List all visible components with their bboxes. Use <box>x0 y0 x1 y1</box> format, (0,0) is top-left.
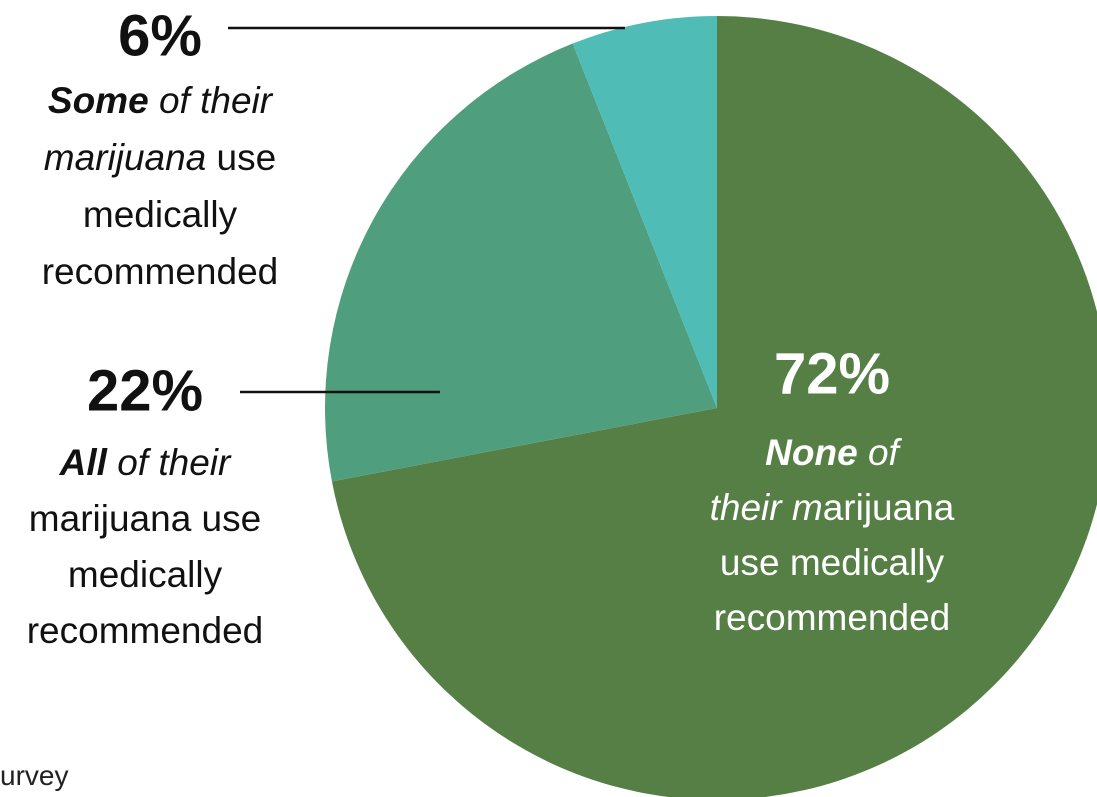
description-run: use medically <box>720 542 945 583</box>
slice-description: marijuana use <box>44 137 276 178</box>
slice-description: All of their <box>59 442 232 483</box>
description-run: recommended <box>42 251 279 292</box>
description-run: use <box>206 137 276 178</box>
description-run: recommended <box>27 610 264 651</box>
slice-description: medically <box>68 554 223 595</box>
description-run: of their <box>149 80 274 121</box>
slice-description: recommended <box>42 251 279 292</box>
description-run: medically <box>68 554 223 595</box>
pie-slice <box>331 16 1097 797</box>
slice-description: marijuana use <box>29 498 261 539</box>
value-label: 6% <box>118 3 202 68</box>
description-run: medically <box>83 194 238 235</box>
description-run: arijuana <box>823 487 955 528</box>
source-note: urvey <box>0 760 68 791</box>
slice-description: recommended <box>714 597 951 638</box>
description-run: recommended <box>714 597 951 638</box>
pie <box>325 15 1097 797</box>
slice-description: recommended <box>27 610 264 651</box>
slice-description: their marijuana <box>710 487 955 528</box>
value-label: 72% <box>774 341 890 406</box>
description-run: their m <box>710 487 823 528</box>
slice-description: None of <box>765 432 902 473</box>
value-label: 22% <box>87 358 203 423</box>
description-run: of <box>858 432 903 473</box>
description-run: All <box>59 442 108 483</box>
description-run: Some <box>48 80 149 121</box>
description-run: of their <box>107 442 232 483</box>
slice-description: use medically <box>720 542 945 583</box>
description-run: marijuana use <box>29 498 261 539</box>
description-run: None <box>765 432 858 473</box>
pie-slice <box>572 15 717 408</box>
slice-description: medically <box>83 194 238 235</box>
pie-slice <box>325 43 717 482</box>
slice-description: Some of their <box>48 80 274 121</box>
description-run: marijuana <box>44 137 206 178</box>
